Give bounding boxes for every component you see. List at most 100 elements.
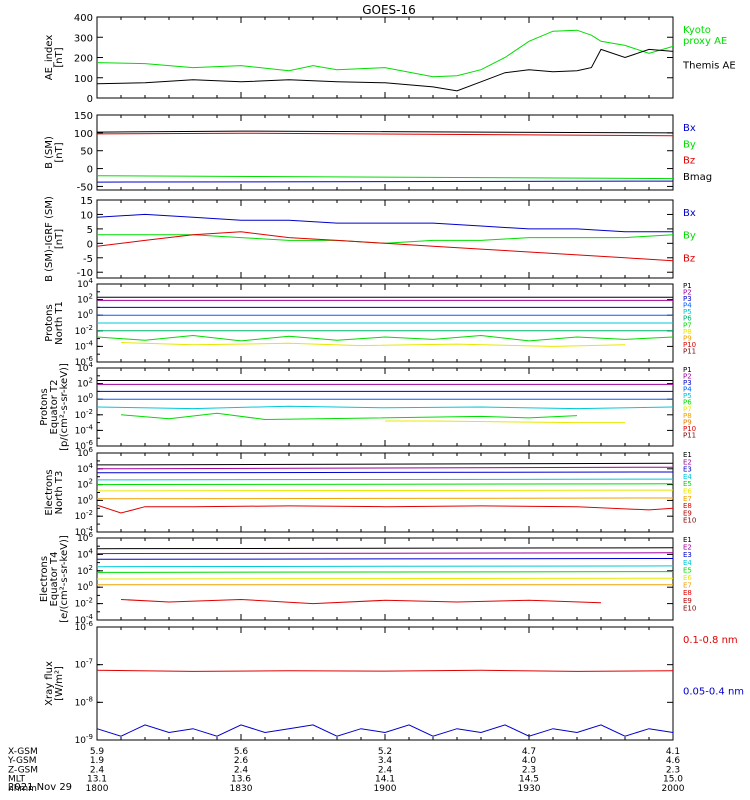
footer-value: 5.2 (378, 747, 392, 757)
footer-value: 14.5 (519, 775, 539, 785)
legend-entry: By (683, 231, 696, 242)
series-line-electrons-t4 (96, 558, 674, 560)
footer-value: 1830 (230, 784, 253, 794)
legend-entry: Themis AE (682, 61, 736, 72)
y-tick-label: 300 (74, 33, 93, 44)
y-tick-label: 104 (77, 462, 93, 475)
series-line-protons-t1 (96, 334, 674, 342)
date-label: 2021 Nov 29 (8, 782, 72, 793)
series-line-electrons-t3 (96, 504, 674, 514)
footer-row-label: hhmm (8, 784, 37, 794)
footer-value: 1930 (518, 784, 541, 794)
footer-row-label: MLT (8, 775, 26, 785)
series-line-electrons-t3 (96, 471, 674, 474)
y-tick-label: 10-8 (75, 695, 93, 708)
legend-entry: P1 (683, 282, 692, 290)
series-line-electrons-t3 (96, 478, 674, 481)
footer-value: 1900 (374, 784, 397, 794)
legend-entry: P7 (683, 405, 692, 413)
footer-value: 2.4 (90, 765, 105, 775)
series-line-protons-t2 (96, 405, 674, 410)
y-axis-label: [nT] (54, 47, 65, 67)
legend-entry: P8 (683, 412, 692, 420)
y-axis-label: [W/m²] (54, 666, 65, 701)
series-line-electrons-t3 (96, 483, 674, 486)
y-tick-label: 102 (77, 377, 93, 390)
series-line-electrons-t4 (96, 565, 674, 568)
ephemeris-footer: 2021 Nov 29 X-GSM 5.9 5.6 5.2 4.7 4.1 Y-GSM 1.9… (7, 747, 685, 794)
y-tick-label: 10-7 (75, 658, 93, 671)
y-axis-label: North T1 (54, 301, 65, 345)
series-line-electrons-t4 (96, 547, 674, 550)
legend-entry: P11 (683, 431, 696, 439)
legend-entry: P9 (683, 334, 692, 342)
legend-entry: P10 (683, 341, 696, 349)
legend-entry: E3 (683, 551, 692, 559)
footer-value: 2.6 (234, 756, 249, 766)
footer-value: 2000 (662, 784, 685, 794)
series-line-electrons-t4 (96, 552, 674, 555)
y-axis-label: [p/(cm²-s-sr-keV)] (59, 363, 70, 451)
series-line-bsm (96, 130, 674, 134)
legend-entry: E7 (683, 582, 692, 590)
y-axis-label: B (SM)-IGRF (SM) (44, 196, 55, 282)
legend-entry: E2 (683, 458, 692, 466)
y-axis-label: B (SM) (44, 136, 55, 169)
y-tick-label: 100 (77, 493, 93, 506)
y-tick-label: 15 (80, 196, 93, 207)
legend-entry: P11 (683, 347, 696, 355)
legend-entry: Bmag (683, 172, 712, 183)
legend-entry: proxy AE (683, 36, 727, 47)
footer-value: 1.9 (90, 756, 105, 766)
y-tick-label: 100 (74, 129, 93, 140)
y-axis-label: [nT] (54, 229, 65, 249)
plot-title: GOES-16 (362, 3, 416, 17)
y-tick-label: 100 (74, 74, 93, 85)
panel-bsm-igrf: -10 -5 0 5 10 15 B (SM)-IGRF (SM) [nT] Bx By Bz (44, 196, 696, 282)
legend-entry: E6 (683, 488, 692, 496)
legend-entry: P4 (683, 302, 692, 310)
y-axis-label: AE_index (44, 35, 55, 81)
legend-entry: P4 (683, 386, 692, 394)
y-tick-label: 10-2 (75, 408, 93, 421)
legend-entry: Bx (683, 208, 696, 219)
legend-entry: E9 (683, 597, 692, 605)
panel-frame (96, 367, 674, 447)
series-line-bsm (96, 180, 674, 183)
y-tick-label: 5 (87, 225, 93, 236)
y-tick-label: 102 (77, 564, 93, 577)
legend-entry: P5 (683, 392, 692, 400)
legend-entry: E5 (683, 566, 692, 574)
y-tick-label: 50 (80, 147, 93, 158)
legend-entry: E3 (683, 466, 692, 474)
y-tick-label: 104 (77, 547, 93, 560)
y-axis-label: Electrons (39, 556, 50, 602)
footer-value: 5.9 (90, 747, 105, 757)
legend-entry: P6 (683, 315, 692, 323)
y-tick-label: 100 (77, 580, 93, 593)
y-axis-label: Protons (39, 388, 50, 425)
legend-entry: P5 (683, 308, 692, 316)
footer-value: 15.0 (663, 775, 683, 785)
legend-entry: P9 (683, 418, 692, 426)
series-line-electrons-t4 (96, 571, 674, 573)
legend-entry: E1 (683, 451, 692, 459)
legend-entry: 0.1-0.8 nm (683, 635, 738, 646)
legend-entry: E4 (683, 559, 692, 567)
footer-value: 2.4 (378, 765, 393, 775)
legend-entry: P7 (683, 321, 692, 329)
footer-value: 13.6 (231, 775, 251, 785)
legend-entry: E2 (683, 544, 692, 552)
legend-entry: 0.05-0.4 nm (683, 687, 744, 698)
y-tick-label: -50 (77, 182, 93, 193)
y-tick-label: 0 (87, 239, 93, 250)
footer-value: 4.1 (666, 747, 680, 757)
legend-entry: E8 (683, 502, 692, 510)
series-line-electrons-t3 (96, 466, 674, 470)
